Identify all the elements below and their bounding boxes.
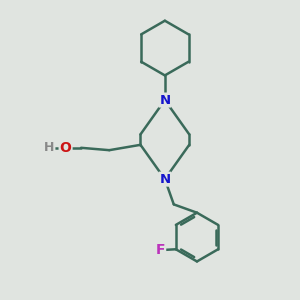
Text: H: H xyxy=(44,141,54,154)
Text: N: N xyxy=(159,172,170,186)
Text: O: O xyxy=(60,141,71,155)
Text: N: N xyxy=(159,94,170,106)
Text: F: F xyxy=(156,243,165,257)
